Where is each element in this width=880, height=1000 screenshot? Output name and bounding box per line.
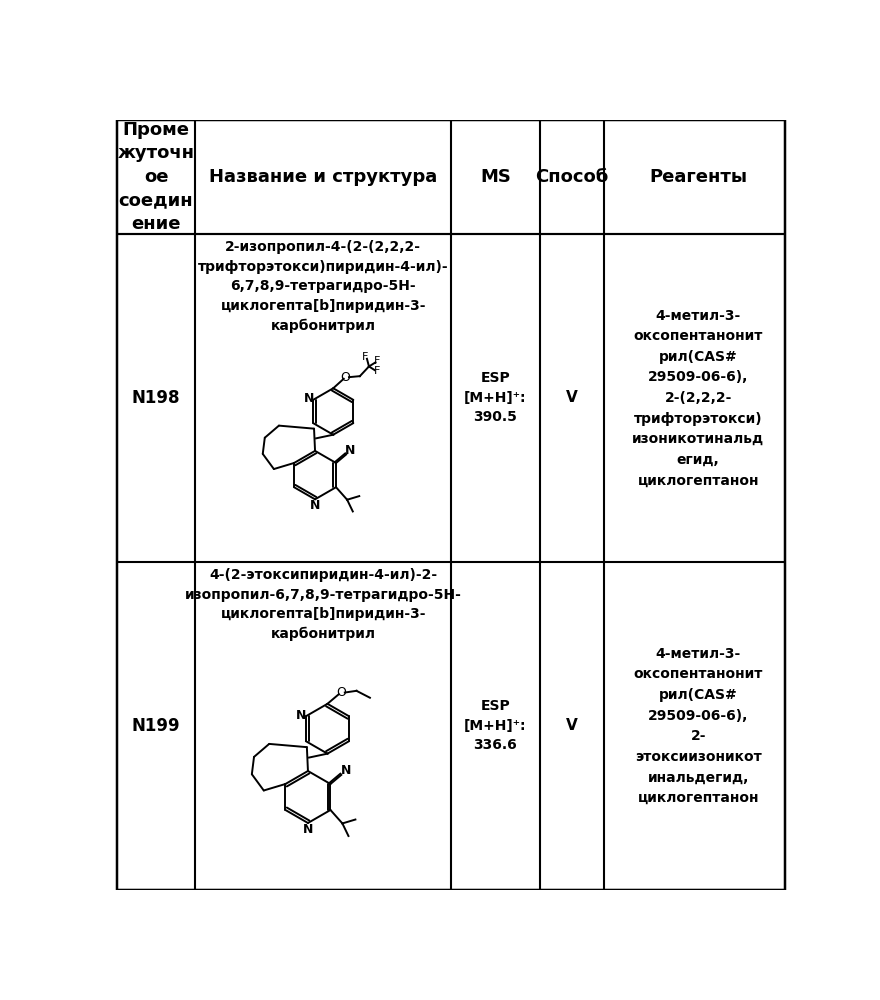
Text: O: O	[341, 371, 350, 384]
Text: N: N	[304, 392, 314, 405]
Text: Реагенты: Реагенты	[649, 168, 747, 186]
Text: F: F	[373, 366, 380, 376]
Text: F: F	[374, 356, 381, 366]
Text: ESP
[M+H]⁺:
336.6: ESP [M+H]⁺: 336.6	[464, 699, 526, 752]
Text: Название и структура: Название и структура	[209, 168, 437, 186]
Text: O: O	[336, 686, 346, 699]
Text: N199: N199	[132, 717, 180, 735]
Text: V: V	[566, 718, 578, 733]
Text: N: N	[296, 709, 306, 722]
Text: N198: N198	[132, 389, 180, 407]
Text: Проме
жуточн
ое
соедин
ение: Проме жуточн ое соедин ение	[118, 121, 194, 233]
Text: Способ: Способ	[535, 168, 609, 186]
Text: 2-изопропил-4-(2-(2,2,2-
трифторэтокси)пиридин-4-ил)-
6,7,8,9-тетрагидро-5H-
цик: 2-изопропил-4-(2-(2,2,2- трифторэтокси)п…	[198, 240, 449, 333]
Text: MS: MS	[480, 168, 510, 186]
Text: ESP
[M+H]⁺:
390.5: ESP [M+H]⁺: 390.5	[464, 371, 526, 424]
Text: N: N	[303, 823, 313, 836]
Text: 4-метил-3-
оксопентанонит
рил(CAS#
29509-06-6),
2-
этоксиизоникот
инальдегид,
ци: 4-метил-3- оксопентанонит рил(CAS# 29509…	[634, 647, 763, 805]
Text: V: V	[566, 390, 578, 405]
Text: N: N	[310, 499, 320, 512]
Text: 4-(2-этоксипиридин-4-ил)-2-
изопропил-6,7,8,9-тетрагидро-5H-
циклогепта[b]пириди: 4-(2-этоксипиридин-4-ил)-2- изопропил-6,…	[185, 568, 462, 641]
Text: F: F	[363, 352, 369, 362]
Text: 4-метил-3-
оксопентанонит
рил(CAS#
29509-06-6),
2-(2,2,2-
трифторэтокси)
изонико: 4-метил-3- оксопентанонит рил(CAS# 29509…	[632, 309, 765, 487]
Text: N: N	[341, 764, 351, 777]
Text: N: N	[345, 444, 356, 457]
